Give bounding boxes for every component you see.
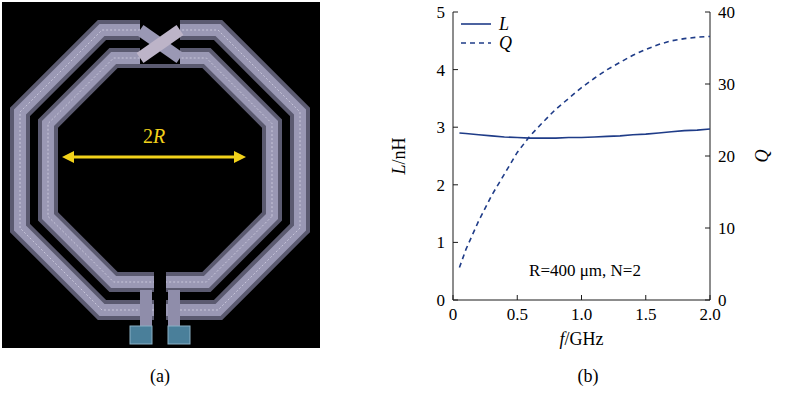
background [0,0,800,394]
y2-tick [705,12,710,13]
y2-tick-label: 30 [718,75,735,94]
y2-tick-label: 0 [718,291,727,310]
crossover [140,20,180,64]
y-tick [453,184,458,185]
y2-tick-label: 40 [718,3,735,22]
arrow-head [62,151,74,163]
legend: LQ [461,14,512,53]
text-part: Q [752,150,772,163]
y-tick [453,12,458,13]
coil-turn [20,30,300,310]
chart-panel: 00.51.01.52.0012345010203040f/GHzL/nHQLQ… [389,3,772,387]
y-tick-label: 4 [437,61,446,80]
text-part: L [389,164,409,175]
y2-tick-label: 10 [718,219,735,238]
arrow-head [234,151,246,163]
pad [168,326,190,344]
x-tick-label: 0 [449,305,458,324]
panel-caption: (a) [150,366,170,387]
crossover-bar [140,30,180,58]
plot-lines [459,36,710,267]
y2-tick-label: 20 [718,147,735,166]
series-line [459,36,710,267]
y-tick-label: 3 [437,118,446,137]
legend-swatch [461,42,491,44]
panel-caption: (b) [578,366,599,387]
x-tick-label: 0.5 [507,305,528,324]
x-tick [645,295,646,300]
legend-label: L [498,14,509,34]
y2-tick [705,228,710,229]
text-part: /GHz [565,329,604,349]
y2-tick [705,300,710,301]
y2-tick [705,156,710,157]
y-axis [453,12,454,300]
y-tick-label: 0 [437,291,446,310]
x-axis-label: f/GHz [559,329,603,349]
crossover-bar [140,30,180,58]
x-tick-label: 1.5 [635,305,656,324]
coil-turn-vias [20,30,300,310]
y-tick [453,242,458,243]
text-part: /nH [389,137,409,164]
crossover-gap [140,20,180,64]
y-tick [453,300,458,301]
y-tick [453,69,458,70]
lead-gap [154,270,166,322]
y-tick-label: 1 [437,233,446,252]
y-axis-label: L/nH [389,137,409,175]
y2-axis-label: Q [752,150,772,163]
y-tick-label: 2 [437,176,446,195]
coil-turn [48,58,272,282]
text-part: R [152,125,165,147]
x-tick-label: 1.0 [571,305,592,324]
coil-turn-metal [48,58,272,282]
x-tick [710,295,711,300]
x-tick [517,295,518,300]
text-part: 2 [143,125,153,147]
x-tick [581,295,582,300]
series-line [459,129,710,138]
legend-label: Q [499,33,512,53]
dimension-arrow [70,156,238,159]
coil-turn-metal [20,30,300,310]
y-tick-label: 5 [437,3,446,22]
annotation: R=400 μm, N=2 [529,261,641,280]
legend-swatch [461,23,491,25]
x-tick [453,295,454,300]
dimension-label: 2R [143,125,165,147]
pad [130,326,152,344]
layout-background [2,2,320,348]
coil-turn-vias [48,58,272,282]
y-tick [453,127,458,128]
layout-panel: 2R (a) [2,2,320,387]
y2-tick [705,84,710,85]
figure: 2R(a)00.51.01.52.0012345010203040f/GHzL/… [0,0,800,394]
